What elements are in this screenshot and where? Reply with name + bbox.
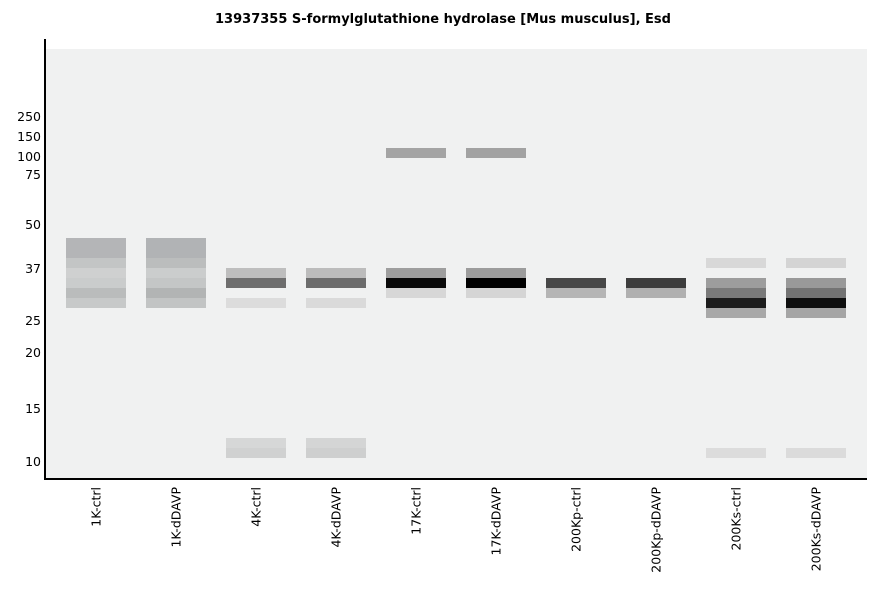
y-axis-line <box>44 39 47 480</box>
x-axis-lane-label: 17K-ctrl <box>408 487 424 535</box>
gel-band <box>146 258 206 268</box>
gel-band <box>706 298 766 308</box>
x-axis-lane-label: 4K-ctrl <box>248 487 264 527</box>
gel-band <box>66 238 126 258</box>
y-axis-tick-label: 75 <box>25 167 41 182</box>
gel-band <box>146 288 206 298</box>
gel-band <box>786 298 846 308</box>
gel-band <box>546 278 606 288</box>
gel-band <box>66 258 126 268</box>
y-axis-tick-label: 20 <box>25 345 41 360</box>
gel-band <box>306 278 366 288</box>
gel-band <box>706 448 766 458</box>
gel-band <box>226 268 286 278</box>
x-axis-lane-label: 4K-dDAVP <box>328 487 344 548</box>
gel-band <box>466 288 526 298</box>
gel-band <box>706 308 766 318</box>
x-axis-lane-label: 200Ks-dDAVP <box>808 487 824 572</box>
gel-band <box>786 288 846 298</box>
x-axis-line <box>44 478 867 481</box>
x-axis-lane-label: 1K-dDAVP <box>168 487 184 548</box>
gel-band <box>226 278 286 288</box>
gel-band <box>386 288 446 298</box>
gel-band <box>786 278 846 288</box>
gel-band <box>306 268 366 278</box>
gel-band <box>386 268 446 278</box>
gel-band <box>706 288 766 298</box>
gel-band <box>66 268 126 278</box>
gel-band <box>146 268 206 278</box>
gel-band <box>786 448 846 458</box>
gel-band <box>226 448 286 458</box>
x-axis-lane-label: 17K-dDAVP <box>488 487 504 556</box>
gel-band <box>466 278 526 288</box>
gel-band <box>146 278 206 288</box>
gel-band <box>226 438 286 448</box>
x-axis-lane-label: 200Kp-dDAVP <box>648 487 664 573</box>
gel-band <box>146 298 206 308</box>
gel-band <box>386 278 446 288</box>
gel-band <box>706 258 766 268</box>
gel-band <box>626 278 686 288</box>
gel-band <box>226 298 286 308</box>
y-axis-tick-label: 150 <box>17 129 41 144</box>
gel-band <box>466 148 526 158</box>
y-axis-tick-label: 37 <box>25 261 41 276</box>
gel-band <box>146 238 206 258</box>
gel-band <box>626 288 686 298</box>
gel-band <box>786 258 846 268</box>
gel-band <box>66 278 126 288</box>
gel-band <box>66 288 126 298</box>
gel-band <box>306 298 366 308</box>
gel-band <box>466 268 526 278</box>
y-axis-tick-label: 100 <box>17 149 41 164</box>
y-axis-tick-label: 250 <box>17 109 41 124</box>
gel-band <box>306 438 366 448</box>
y-axis-tick-label: 25 <box>25 313 41 328</box>
x-axis-lane-label: 200Kp-ctrl <box>568 487 584 552</box>
gel-band <box>706 278 766 288</box>
y-axis-tick-label: 10 <box>25 454 41 469</box>
y-axis-tick-label: 15 <box>25 401 41 416</box>
x-axis-lane-label: 1K-ctrl <box>88 487 104 527</box>
gel-band <box>786 308 846 318</box>
gel-band <box>66 298 126 308</box>
chart-title: 13937355 S-formylglutathione hydrolase [… <box>215 12 671 27</box>
gel-band <box>306 448 366 458</box>
x-axis-lane-label: 200Ks-ctrl <box>728 487 744 551</box>
y-axis-tick-label: 50 <box>25 217 41 232</box>
gel-band <box>386 148 446 158</box>
gel-band <box>546 288 606 298</box>
